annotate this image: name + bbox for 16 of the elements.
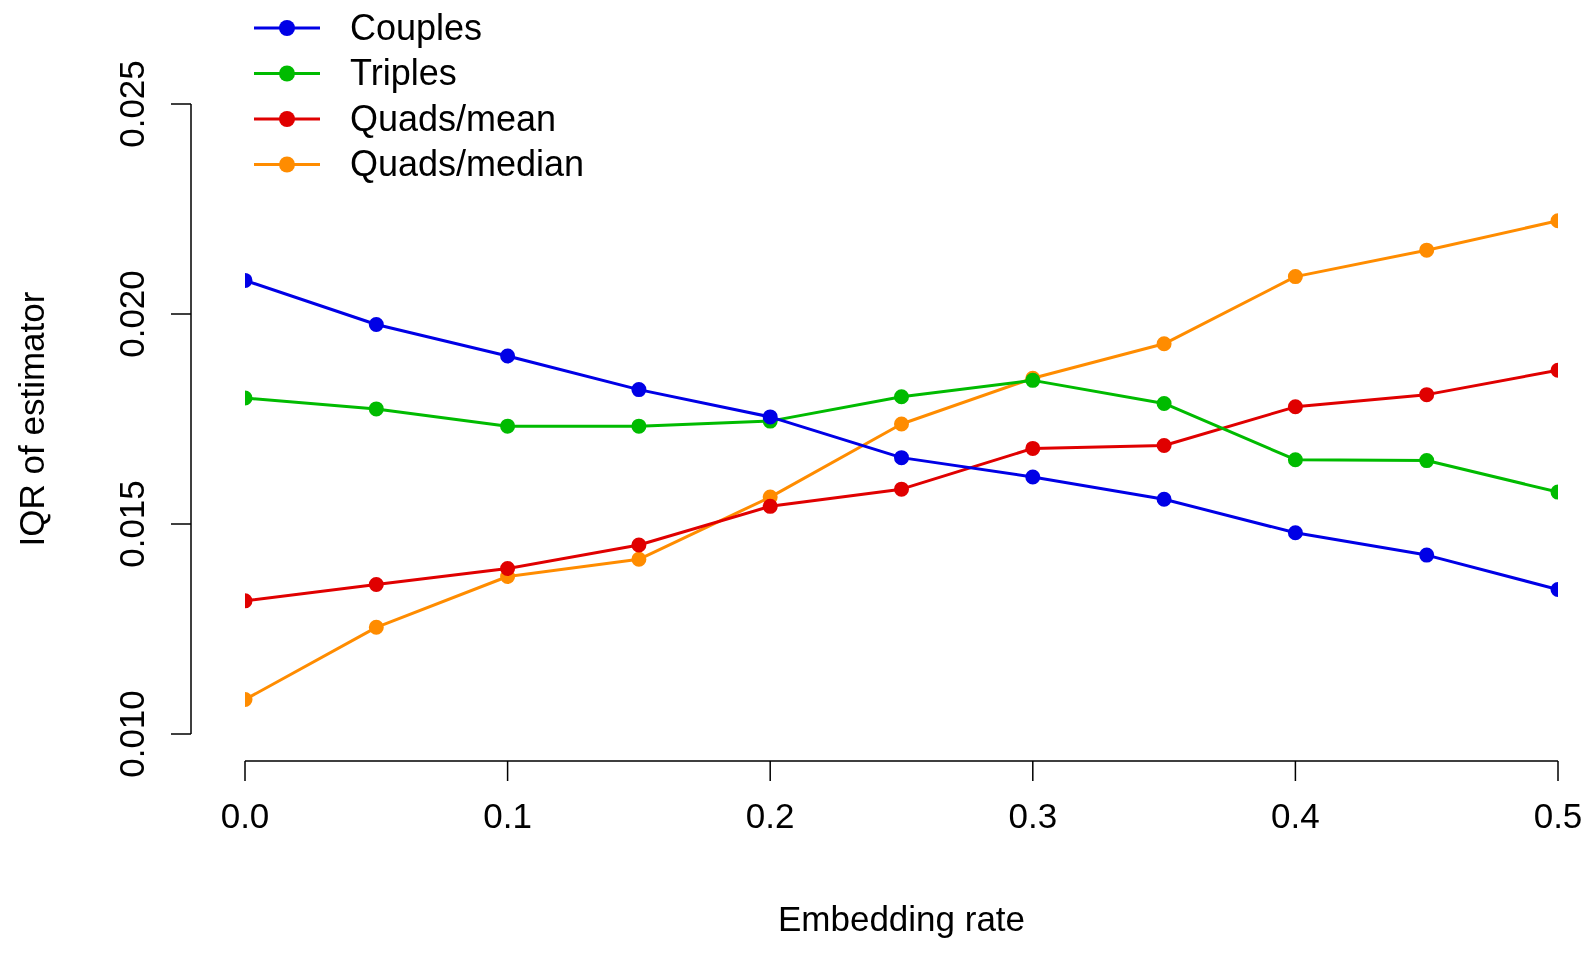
- x-tick-label: 0.4: [1271, 795, 1320, 835]
- y-tick-label: 0.020: [111, 270, 151, 358]
- y-tick-label: 0.015: [111, 480, 151, 568]
- legend-label: Couples: [350, 6, 483, 48]
- legend-label: Quads/median: [350, 143, 585, 185]
- x-tick-label: 0.2: [745, 795, 795, 835]
- x-tick-label: 0.0: [220, 795, 270, 835]
- x-tick-label: 0.1: [483, 795, 532, 835]
- legend-label: Quads/mean: [350, 97, 557, 139]
- x-tick-label: 0.5: [1533, 795, 1583, 835]
- legend-label: Triples: [350, 52, 457, 94]
- x-tick-label: 0.3: [1008, 795, 1058, 835]
- y-tick-label: 0.010: [111, 690, 151, 778]
- x-axis-title: Embedding rate: [777, 898, 1026, 938]
- y-tick-label: 0.025: [111, 60, 151, 148]
- y-axis-title: IQR of estimator: [11, 291, 51, 547]
